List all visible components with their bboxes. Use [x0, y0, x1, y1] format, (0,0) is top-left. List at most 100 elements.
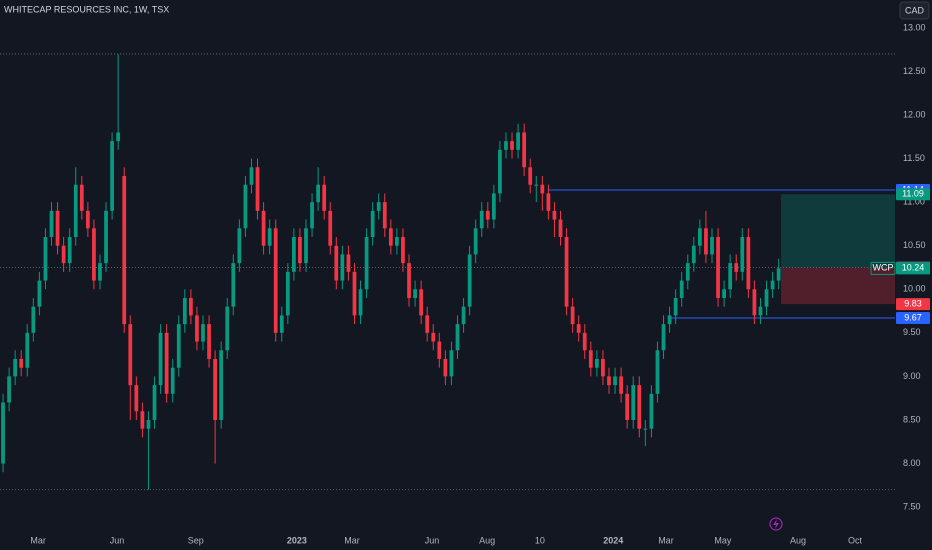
- candle-body: [655, 350, 660, 394]
- last-price-bg: [896, 262, 930, 275]
- candle-body: [358, 289, 363, 316]
- candle-body: [255, 167, 260, 211]
- candle-body: [491, 193, 496, 220]
- x-tick-label: Jun: [425, 535, 440, 545]
- candle-body: [273, 228, 278, 333]
- candle-body: [213, 358, 217, 420]
- candle-body: [176, 324, 181, 368]
- profit-zone: [781, 194, 895, 268]
- candle-body: [110, 141, 114, 211]
- candle-body: [7, 376, 11, 403]
- candle-body: [667, 315, 672, 325]
- candle-body: [546, 193, 551, 211]
- candle-body: [510, 141, 514, 150]
- candle-body: [285, 271, 290, 316]
- candle-body: [455, 324, 460, 351]
- candle-body: [473, 228, 478, 255]
- candle-body: [443, 358, 448, 377]
- candle-body: [61, 245, 66, 264]
- candle-body: [710, 236, 714, 255]
- candle-body: [249, 167, 254, 185]
- candle-body: [437, 341, 442, 359]
- candle-body: [607, 376, 611, 386]
- candle-body: [182, 297, 187, 325]
- candle-body: [401, 236, 405, 264]
- candle-body: [740, 236, 745, 272]
- candle-body: [498, 149, 502, 194]
- last-price-label: 10.24: [902, 263, 925, 273]
- icon-bolt[interactable]: [773, 519, 779, 529]
- y-tick-label: 11.00: [903, 197, 925, 207]
- candle-body: [140, 411, 145, 429]
- candle-body: [407, 263, 411, 298]
- candle-body: [122, 176, 127, 325]
- candle-body: [170, 367, 175, 394]
- candle-body: [219, 350, 224, 420]
- candle-body: [237, 228, 242, 264]
- candle-body: [504, 141, 508, 150]
- candle-body: [467, 254, 472, 307]
- candle-body: [716, 236, 720, 298]
- candle-body: [728, 263, 733, 290]
- candle-body: [522, 132, 527, 168]
- candle-body: [413, 289, 417, 298]
- candle-body: [328, 210, 333, 246]
- candle-body: [376, 202, 381, 211]
- candle-body: [49, 210, 54, 237]
- x-tick-label: Aug: [790, 535, 806, 545]
- candle-body: [776, 268, 781, 281]
- candle-body: [758, 306, 763, 316]
- lightning-icon[interactable]: [769, 517, 783, 531]
- y-tick-label: 13.00: [903, 22, 926, 32]
- candle-body: [37, 280, 42, 307]
- candle-body: [601, 358, 605, 377]
- candle-body: [304, 228, 308, 264]
- candle-body: [79, 184, 84, 211]
- candle-body: [225, 306, 230, 351]
- currency-button[interactable]: [899, 1, 930, 20]
- candle-body: [685, 263, 690, 281]
- candle-body: [388, 228, 393, 246]
- candle-body: [722, 289, 726, 298]
- candle-body: [746, 236, 751, 290]
- candle-body: [752, 289, 757, 316]
- candle-body: [395, 236, 399, 246]
- y-tick-label: 9.00: [903, 371, 921, 381]
- candle-body: [43, 236, 48, 281]
- x-tick-label: Mar: [30, 535, 46, 545]
- candle-body: [770, 280, 775, 290]
- candle-body: [231, 263, 236, 307]
- x-tick-label: May: [714, 535, 732, 545]
- candle-body: [346, 254, 351, 272]
- candle-body: [67, 236, 72, 264]
- x-tick-label: 2023: [287, 535, 307, 545]
- candle-body: [370, 210, 375, 237]
- x-tick-label: Jun: [110, 535, 125, 545]
- candle-body: [588, 350, 593, 368]
- candle-body: [649, 393, 654, 429]
- candle-body: [691, 245, 696, 264]
- y-tick-label: 9.50: [903, 327, 921, 337]
- candle-body: [334, 245, 339, 281]
- candle-body: [128, 324, 133, 386]
- candle-body: [85, 210, 90, 229]
- candle-body: [734, 263, 739, 272]
- candle-body: [13, 358, 18, 377]
- candle-body: [570, 306, 575, 325]
- candle-body: [528, 167, 533, 185]
- stop-label-bg: [896, 298, 930, 311]
- price-line-label: 9.67: [904, 312, 922, 322]
- currency[interactable]: CAD: [905, 5, 925, 15]
- y-tick-label: 8.50: [903, 414, 921, 424]
- target-label-bg: [896, 188, 930, 201]
- candle-body: [479, 210, 484, 229]
- candle-body: [425, 315, 430, 333]
- stop-label: 9.83: [904, 298, 922, 308]
- candle-body: [540, 184, 545, 194]
- y-tick-label: 8.00: [903, 458, 921, 468]
- icon-ring[interactable]: [769, 517, 783, 531]
- y-tick-label: 10.50: [903, 240, 926, 250]
- candle-body: [619, 376, 623, 394]
- x-tick-label: Mar: [658, 535, 674, 545]
